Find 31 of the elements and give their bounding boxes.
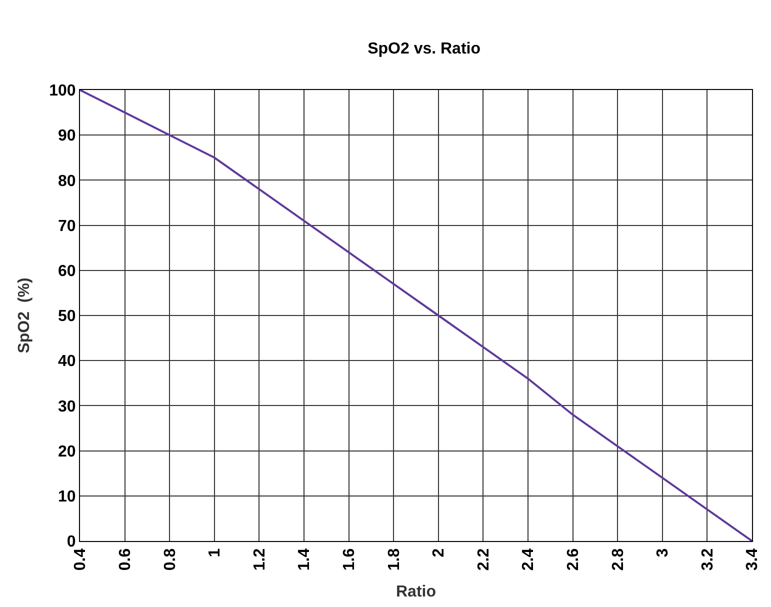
x-tick-label: 3 — [654, 548, 672, 558]
y-tick-label: 0 — [66, 534, 76, 551]
x-tick-label: 0.8 — [162, 548, 179, 571]
y-tick-label: 30 — [58, 398, 76, 416]
x-tick-label: 3.4 — [744, 548, 762, 571]
x-tick-label: 1 — [206, 548, 224, 558]
y-tick-label: 80 — [58, 172, 76, 190]
y-tick-label: 60 — [58, 263, 76, 280]
y-tick-label: 50 — [58, 308, 76, 326]
x-tick-label: 1.8 — [386, 548, 403, 571]
y-axis-title: SpO2 (%) — [16, 278, 33, 354]
chart-title: SpO2 vs. Ratio — [368, 40, 481, 58]
x-axis-title: Ratio — [396, 583, 436, 600]
y-tick-label: 40 — [58, 353, 76, 370]
y-tick-label: 10 — [58, 488, 76, 506]
line-series — [80, 90, 752, 541]
x-tick-label: 1.6 — [341, 548, 358, 571]
x-tick-label: 2.8 — [610, 548, 627, 571]
x-tick-label: 0.4 — [72, 548, 90, 571]
y-tick-label: 20 — [58, 443, 76, 460]
x-tick-label: 2.2 — [475, 548, 492, 571]
x-tick-label: 2.6 — [565, 548, 582, 571]
y-tick-label: 70 — [58, 218, 76, 235]
y-tick-label: 90 — [58, 128, 76, 145]
x-tick-label: 2 — [430, 548, 448, 558]
x-tick-label: 2.4 — [520, 548, 538, 571]
x-tick-label: 1.4 — [296, 548, 314, 571]
y-tick-label: 100 — [49, 82, 76, 100]
x-tick-label: 1.2 — [251, 548, 268, 571]
x-tick-label: 0.6 — [117, 548, 134, 571]
x-tick-label: 3.2 — [699, 548, 716, 571]
